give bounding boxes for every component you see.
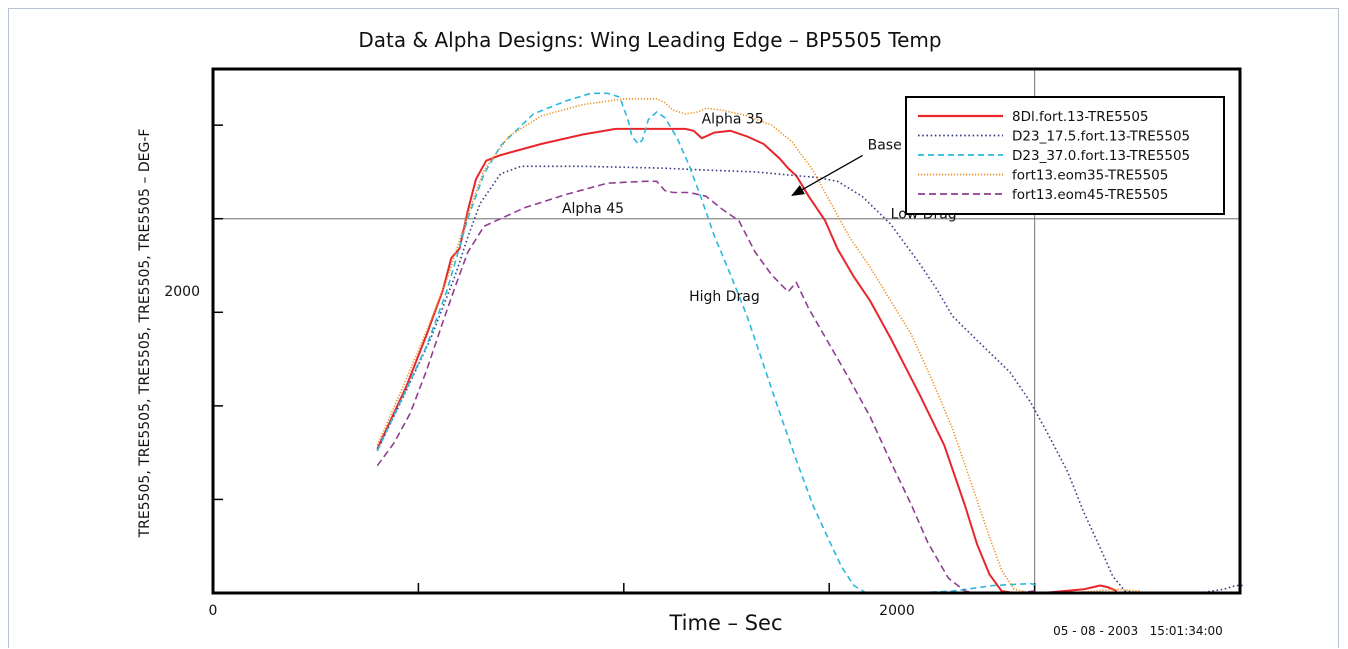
x-axis-label: Time – Sec (668, 611, 782, 635)
annotation-alpha-35: Alpha 35 (702, 111, 764, 127)
base-arrow (791, 154, 863, 196)
series-line-4 (376, 98, 1142, 594)
x-tick-label-0: 0 (209, 603, 218, 619)
plot-area-border (211, 67, 1242, 595)
legend: 8Dl.fort.13-TRE5505 D23_17.5.fort.13-TRE5… (905, 96, 1225, 215)
annotation-base: Base (868, 137, 902, 153)
y-tick-label-2000: 2000 (164, 284, 200, 300)
series-line-5 (376, 180, 1035, 594)
y-axis-label: TRE5505, TRE5505, TRE5505, TRE5505, TRE5… (137, 129, 153, 539)
legend-label-3: D23_37.0.fort.13-TRE5505 (1012, 148, 1190, 164)
legend-label-4: fort13.eom35-TRE5505 (1012, 168, 1168, 184)
annotation-high-drag: High Drag (689, 289, 760, 305)
timestamp: 05 - 08 - 2003 15:01:34:00 (1053, 624, 1223, 638)
window-frame (8, 8, 1339, 648)
chart-title: Data & Alpha Designs: Wing Leading Edge … (358, 28, 941, 52)
legend-label-2: D23_17.5.fort.13-TRE5505 (1012, 129, 1190, 145)
annotation-alpha-45: Alpha 45 (562, 201, 624, 217)
legend-label-5: fort13.eom45-TRE5505 (1012, 187, 1168, 203)
x-tick-label-2000: 2000 (879, 603, 915, 619)
legend-label-1: 8Dl.fort.13-TRE5505 (1012, 109, 1149, 125)
series-line-2 (376, 165, 1245, 594)
